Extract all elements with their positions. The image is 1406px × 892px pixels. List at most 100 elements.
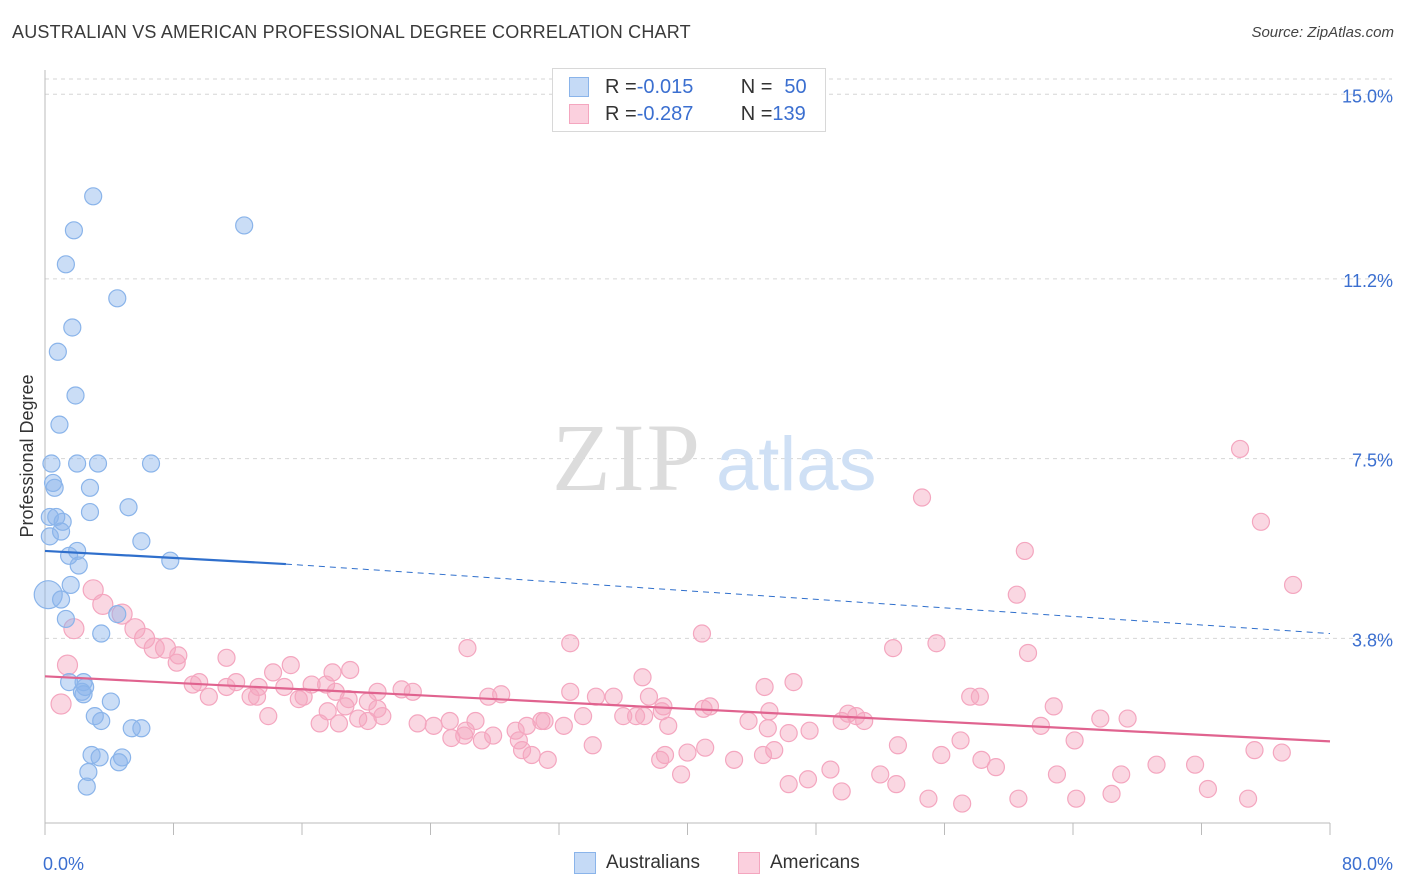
point-americans [614,707,633,726]
point-australians [42,454,61,473]
point-americans [92,593,114,615]
australians-points [33,187,254,796]
point-americans [659,716,678,735]
point-americans [953,794,972,813]
x-tick-label: 80.0% [1342,854,1393,874]
point-americans [951,731,970,750]
point-americans [1283,575,1303,595]
point-americans [1230,439,1250,459]
n-value-australians: 50 [784,75,807,98]
n-value-americans: 139 [772,102,806,125]
point-australians [50,415,69,434]
point-americans [1238,789,1258,808]
point-australians [161,551,180,570]
americans-legend-label: Americans [770,852,860,873]
point-americans [800,721,819,740]
point-australians [56,255,75,274]
grid-lines [45,78,1392,639]
watermark: ZIP atlas [552,404,877,511]
point-americans [522,745,541,765]
y-tick-label: 11.2% [1343,271,1393,291]
point-americans [583,736,602,755]
point-americans [1065,731,1084,750]
point-americans [798,770,818,789]
point-australians [61,575,80,595]
point-americans [517,716,536,735]
point-americans [167,653,186,672]
r-label: R = [605,75,637,98]
point-americans [586,687,606,706]
point-americans [472,731,491,750]
point-americans [888,736,908,755]
point-americans [912,488,932,507]
legend-americans: Americans [738,852,860,874]
trend-australians-extension [285,563,1331,635]
point-americans [1009,789,1028,808]
point-americans [408,714,427,733]
point-australians [68,454,87,473]
point-australians [74,685,93,704]
point-americans [289,690,308,709]
point-americans [961,687,980,706]
point-americans [779,724,798,743]
legend-row-americans: R = -0.287 N = 139 [553,101,806,127]
point-americans [633,668,652,687]
point-australians [56,609,75,629]
trend-lines [44,549,1331,743]
point-americans [604,687,623,706]
point-americans [358,711,377,731]
point-americans [143,637,165,659]
point-americans [1018,643,1038,663]
point-americans [111,603,133,625]
point-americans [887,775,906,794]
point-americans [259,707,278,726]
point-australians [119,498,138,517]
y-tick-label: 15.0% [1342,86,1393,106]
point-americans [169,646,188,665]
axes [44,70,1331,835]
point-americans [538,750,557,769]
point-australians [101,692,120,711]
point-americans [760,702,779,721]
point-americans [440,711,459,731]
point-americans [692,624,712,643]
r-value-australians: -0.015 [636,75,694,98]
point-americans [217,648,236,667]
point-australians [108,289,127,308]
point-australians [66,386,85,405]
trend-australians [44,549,286,566]
point-americans [1198,779,1218,799]
point-americans [241,687,260,706]
point-australians [235,216,254,235]
australians-legend-label: Australians [606,852,700,873]
point-americans [1185,755,1205,774]
australians-swatch [569,77,589,97]
point-australians [92,624,111,643]
point-americans [484,726,503,745]
watermark-atlas: atlas [716,422,877,507]
point-americans [739,711,758,731]
point-americans [56,654,79,676]
point-australians [122,719,141,738]
tick-labels: 3.8% 7.5% 11.2% 15.0% 0.0% 80.0% [43,86,1393,874]
point-australians [77,777,96,796]
correlation-legend: R = -0.015 N = 50 R = -0.287 N = 139 [552,68,826,132]
point-americans [1102,784,1121,803]
americans-legend-swatch [738,852,760,874]
point-americans [509,731,528,750]
point-americans [506,721,525,740]
point-americans [1147,755,1166,774]
point-americans [341,660,360,680]
point-americans [765,741,784,760]
point-australians [132,719,151,738]
point-australians [79,762,98,782]
point-australians [112,748,132,767]
point-americans [1067,789,1086,808]
point-americans [1015,541,1034,561]
r-value-americans: -0.287 [636,102,694,125]
australians-legend-swatch [574,852,596,874]
point-americans [227,673,246,692]
point-americans [466,711,485,731]
point-australians [90,748,109,767]
